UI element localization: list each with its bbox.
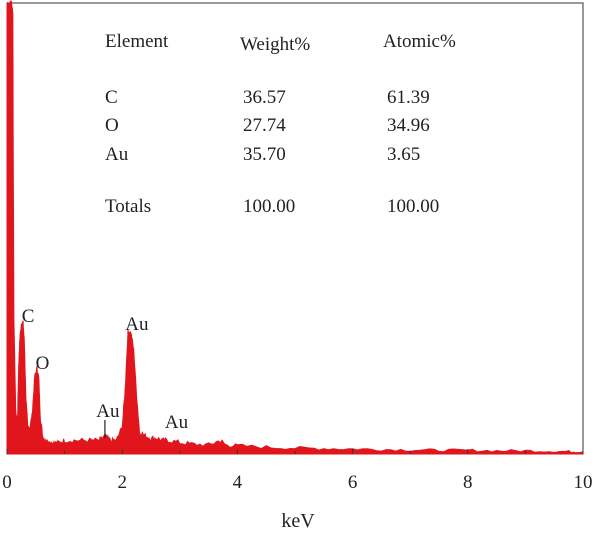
plot-frame [6,2,584,455]
table-totals-weight: 100.00 [243,196,295,217]
table-cell: Au [105,144,129,165]
composition-table: Element Weight% Atomic% C 36.57 61.39 O … [105,31,456,217]
table-cell: O [105,115,119,136]
x-tick-label: 6 [348,472,358,493]
x-tick-label: 8 [463,472,473,493]
peak-label: Au [165,412,189,433]
x-tick-label: 4 [233,472,243,493]
peak-label: C [22,306,35,327]
x-tick-label: 2 [117,472,127,493]
table-cell: 34.96 [387,115,430,136]
peak-label: Au [96,401,120,422]
table-cell: 3.65 [387,144,420,165]
table-cell: 36.57 [243,87,286,108]
spectrum-area [6,0,584,455]
table-cell: 35.70 [243,144,286,165]
table-header-element: Element [105,31,169,52]
table-header-atomic: Atomic% [383,31,456,52]
table-cell: 27.74 [243,115,286,136]
table-header-weight: Weight% [240,34,310,55]
table-totals-label: Totals [105,196,151,217]
x-axis-ticks: 0 2 4 6 8 10 [2,449,593,493]
x-axis-label: keV [281,510,315,532]
table-totals-atomic: 100.00 [387,196,439,217]
table-cell: 61.39 [387,87,430,108]
x-tick-label: 0 [2,472,12,493]
peak-labels: C O Au Au Au [22,306,189,433]
x-tick-label: 10 [574,472,593,493]
table-cell: C [105,87,118,108]
peak-label: O [36,353,50,374]
peak-label: Au [125,314,149,335]
